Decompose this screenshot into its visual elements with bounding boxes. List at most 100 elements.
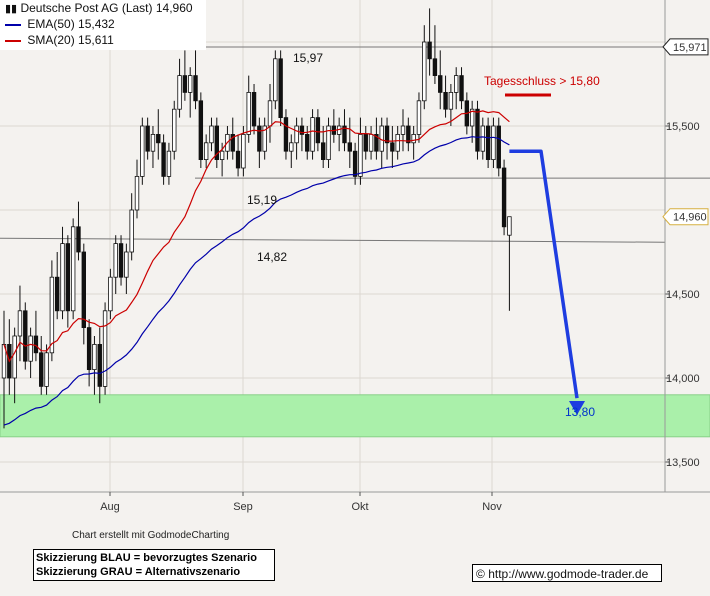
candle-body bbox=[81, 251, 86, 328]
level-label: 15,97 bbox=[293, 51, 323, 65]
candle-body bbox=[129, 209, 134, 253]
candle-body bbox=[187, 75, 193, 93]
candle-body bbox=[17, 310, 23, 337]
candle-body bbox=[55, 276, 60, 312]
candle-body bbox=[347, 142, 352, 152]
price-box-label: 15,971 bbox=[673, 42, 707, 54]
legend-title-row: ▮▮ Deutsche Post AG (Last) 14,960 bbox=[5, 0, 193, 16]
candle-body bbox=[363, 133, 368, 152]
candle-body bbox=[491, 125, 496, 160]
candle-body bbox=[459, 75, 464, 102]
sma-line bbox=[3, 110, 510, 363]
candle-body bbox=[257, 125, 262, 152]
candle-body bbox=[326, 125, 331, 160]
candle-body bbox=[44, 352, 49, 387]
candle-body bbox=[315, 117, 321, 144]
candle-body bbox=[283, 117, 289, 152]
candle-body bbox=[140, 125, 145, 177]
candle-body bbox=[289, 142, 294, 152]
price-boxes: 15,971 14,960 bbox=[662, 38, 709, 226]
y-tick-label: 14,000 bbox=[666, 373, 700, 385]
legend-sma: SMA(20) 15,611 bbox=[27, 33, 114, 47]
candle-body bbox=[28, 335, 33, 362]
x-axis: Aug Sep Okt Nov bbox=[0, 491, 710, 513]
candle-body bbox=[12, 335, 17, 379]
candle-body bbox=[406, 125, 411, 144]
scenario-notes: Skizzierung BLAU = bevorzugtes Szenario … bbox=[33, 549, 275, 581]
candle-body bbox=[60, 243, 65, 312]
sma-swatch bbox=[5, 39, 21, 42]
candle-body bbox=[251, 92, 257, 127]
legend: ▮▮ Deutsche Post AG (Last) 14,960 EMA(50… bbox=[0, 0, 206, 50]
bars-icon: ▮▮ bbox=[5, 3, 18, 15]
annotations: 15,97 15,19 14,82 Tagesschluss > 15,80 13,80 bbox=[247, 51, 600, 419]
candle-body bbox=[235, 150, 241, 169]
note-grey: Skizzierung GRAU = Alternativszenario bbox=[36, 566, 241, 578]
ema-swatch bbox=[5, 23, 21, 26]
website-link[interactable]: © http://www.godmode-trader.de bbox=[472, 564, 662, 582]
candle-body bbox=[422, 41, 427, 102]
candle-body bbox=[76, 226, 81, 253]
level-label: 14,82 bbox=[257, 250, 287, 264]
candle-body bbox=[182, 75, 188, 93]
tagesschluss-label: Tagesschluss > 15,80 bbox=[484, 74, 600, 88]
price-box-shape bbox=[662, 208, 709, 226]
candle-body bbox=[230, 133, 235, 152]
candle-body bbox=[352, 150, 358, 177]
website-url[interactable]: http://www.godmode-trader.de bbox=[488, 567, 649, 581]
candle-body bbox=[262, 125, 267, 152]
candle-body bbox=[395, 133, 400, 152]
candle-body bbox=[156, 133, 161, 144]
candle-body bbox=[448, 92, 454, 110]
x-tick-label: Okt bbox=[351, 501, 368, 513]
candle-body bbox=[485, 125, 491, 160]
y-tick-label: 15,500 bbox=[666, 121, 700, 133]
candle-body bbox=[368, 133, 374, 152]
ema-line bbox=[3, 136, 510, 426]
candle-body bbox=[150, 133, 156, 152]
candle-body bbox=[310, 117, 315, 152]
candle-body bbox=[374, 133, 379, 152]
candle-body bbox=[416, 100, 422, 135]
candle-body bbox=[134, 175, 140, 211]
scenario-arrow bbox=[509, 149, 585, 415]
candle-body bbox=[342, 125, 347, 144]
chart-credit: Chart erstellt mit GodmodeCharting bbox=[72, 530, 230, 541]
note-blue: Skizzierung BLAU = bevorzugtes Szenario bbox=[36, 552, 257, 564]
candle-body bbox=[97, 343, 102, 387]
candle-body bbox=[70, 226, 76, 312]
candle-body bbox=[49, 276, 55, 354]
legend-ema-row: EMA(50) 15,432 bbox=[5, 16, 115, 32]
candle-body bbox=[102, 310, 108, 387]
y-tick-label: 14,500 bbox=[666, 289, 700, 301]
candle-body bbox=[438, 75, 443, 93]
target-label: 13,80 bbox=[565, 405, 595, 419]
candle-body bbox=[411, 133, 416, 144]
arrow-head bbox=[569, 400, 585, 415]
candle-body bbox=[432, 58, 438, 76]
candle-body bbox=[118, 243, 124, 278]
candle-body bbox=[278, 58, 283, 118]
candles bbox=[1, 8, 512, 429]
candle-body bbox=[203, 142, 209, 161]
candle-body bbox=[400, 125, 406, 135]
candle-body bbox=[23, 310, 28, 362]
copyright-icon: © bbox=[476, 567, 485, 581]
candle-body bbox=[273, 58, 278, 102]
candle-body bbox=[198, 100, 204, 161]
candle-body bbox=[92, 343, 97, 370]
candle-body bbox=[496, 125, 501, 169]
candle-body bbox=[427, 41, 432, 60]
candle-body bbox=[384, 125, 390, 144]
candle-body bbox=[469, 108, 475, 127]
candle-body bbox=[241, 133, 246, 169]
candle-body bbox=[358, 133, 363, 177]
candle-body bbox=[124, 251, 129, 278]
x-tick-label: Nov bbox=[482, 501, 502, 513]
x-tick-label: Sep bbox=[233, 501, 253, 513]
candle-body bbox=[305, 133, 310, 152]
candle-body bbox=[108, 276, 113, 312]
candle-body bbox=[390, 142, 395, 152]
